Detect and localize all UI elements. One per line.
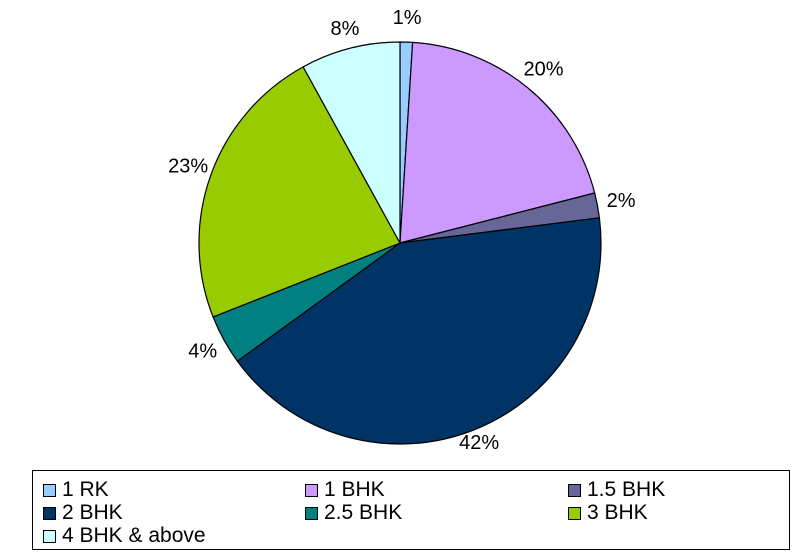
legend-swatch [305, 483, 318, 497]
legend: 1 RK 1 BHK 1.5 BHK 2 BHK 2.5 BHK 3 BHK 4… [32, 470, 790, 550]
legend-swatch [305, 506, 318, 520]
legend-label: 1 BHK [324, 478, 385, 501]
pie-value-labels: 1% 20% 2% 42% 4% 23% 8% [168, 7, 636, 454]
legend-item-3-bhk: 3 BHK [568, 502, 648, 524]
legend-swatch [43, 529, 56, 543]
pie-value-label: 23% [168, 156, 208, 178]
legend-swatch [43, 506, 56, 520]
legend-item-4-bhk-and-above: 4 BHK & above [43, 525, 206, 547]
pie-slices [198, 41, 602, 445]
legend-swatch [568, 483, 581, 497]
legend-label: 2 BHK [62, 501, 123, 524]
legend-label: 1.5 BHK [587, 478, 666, 501]
pie-value-label: 1% [393, 7, 422, 29]
legend-item-2-5-bhk: 2.5 BHK [305, 502, 402, 524]
legend-label: 2.5 BHK [324, 501, 403, 524]
pie-slice-4-bhk-above [302, 41, 401, 244]
legend-item-2-bhk: 2 BHK [43, 502, 123, 524]
pie-value-label: 2% [607, 190, 636, 212]
legend-swatch [43, 483, 56, 497]
legend-swatch [568, 506, 581, 520]
pie-value-label: 20% [523, 59, 563, 81]
pie-value-label: 8% [331, 18, 360, 40]
pie-value-label: 42% [459, 432, 499, 454]
pie-value-label: 4% [188, 341, 217, 363]
pie-slice-3-bhk [198, 66, 401, 318]
legend-label: 3 BHK [587, 501, 648, 524]
legend-label: 4 BHK & above [62, 524, 206, 547]
legend-item-1-bhk: 1 BHK [305, 479, 385, 501]
legend-item-1-5-bhk: 1.5 BHK [568, 479, 665, 501]
pie-slice-2-bhk [236, 217, 602, 445]
pie-chart: 1% 20% 2% 42% 4% 23% 8% [168, 7, 636, 454]
pie-slice-1-bhk [399, 41, 596, 244]
legend-item-1-rk: 1 RK [43, 479, 109, 501]
legend-label: 1 RK [62, 478, 109, 501]
